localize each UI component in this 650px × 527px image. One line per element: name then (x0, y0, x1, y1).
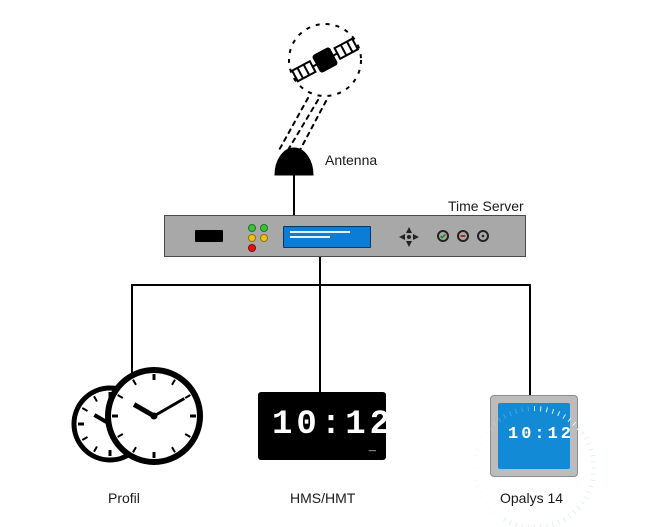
antenna-label: Antenna (325, 152, 377, 168)
hms-label: HMS/HMT (290, 490, 355, 506)
time-server (164, 215, 526, 257)
minus-button-icon (457, 230, 469, 242)
led-red-1 (248, 244, 256, 252)
opalys-label: Opalys 14 (500, 490, 563, 506)
led-green-2 (260, 224, 268, 232)
led-green-1 (248, 224, 256, 232)
dpad-icon (397, 225, 421, 249)
led-yellow-1 (248, 234, 256, 242)
dot-button-icon (477, 230, 489, 242)
server-slot (195, 230, 223, 242)
analog-clocks (60, 360, 210, 480)
hms-time: 10:12 (272, 406, 394, 444)
opalys-clock: 10:12 (490, 395, 578, 477)
server-lcd (283, 226, 371, 248)
led-yellow-2 (260, 234, 268, 242)
opalys-time: 10:12 (508, 425, 574, 444)
hms-clock: 10:12 _ (258, 392, 386, 460)
ok-button-icon (437, 230, 449, 242)
analog-label: Profil (108, 490, 140, 506)
time-server-label: Time Server (448, 198, 524, 214)
